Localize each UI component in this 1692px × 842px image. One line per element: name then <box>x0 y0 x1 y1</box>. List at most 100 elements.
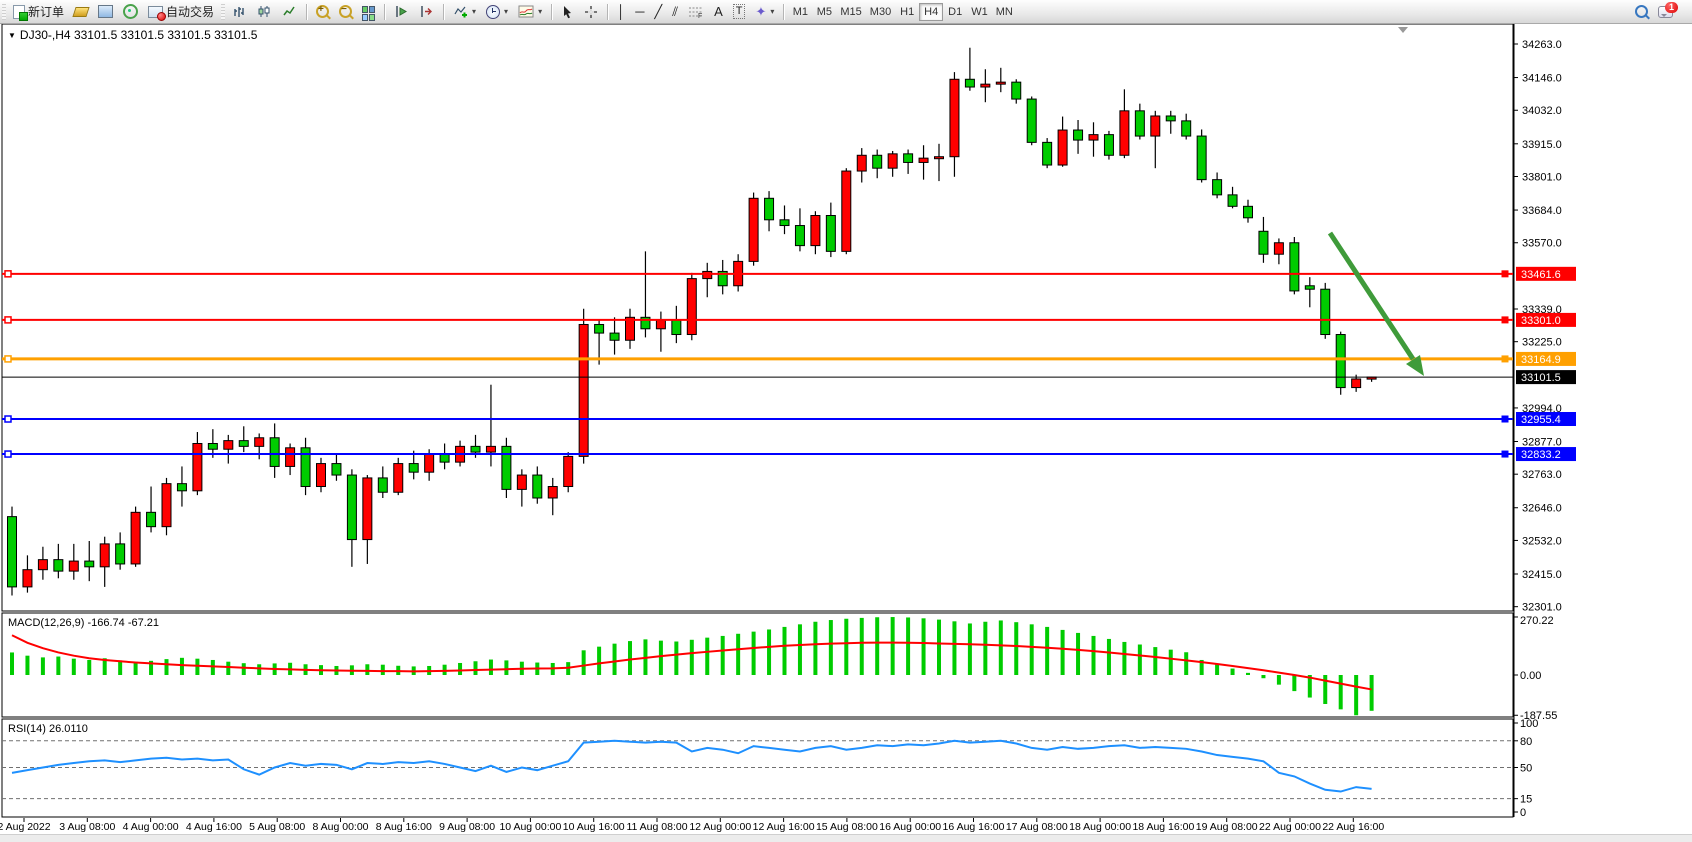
line-handle[interactable] <box>4 270 12 278</box>
fibonacci-button[interactable]: F <box>683 2 709 21</box>
tile-windows-button[interactable] <box>357 2 380 21</box>
timeframe-button-h1[interactable]: H1 <box>895 3 919 21</box>
dropdown-arrow-icon[interactable]: ▾ <box>472 7 477 16</box>
templates-button[interactable]: ▾ <box>513 2 547 21</box>
macd-histogram-bar <box>1184 652 1189 675</box>
line-handle[interactable] <box>4 355 12 363</box>
bar-chart-button[interactable] <box>227 2 252 21</box>
indicators-button[interactable]: ▾ <box>448 2 481 21</box>
timeframe-button-d1[interactable]: D1 <box>943 3 967 21</box>
candle <box>934 156 944 160</box>
template-icon <box>518 5 534 18</box>
collapse-arrow-icon[interactable]: ▼ <box>8 31 16 40</box>
timeframe-button-m5[interactable]: M5 <box>812 3 836 21</box>
timeframe-button-m15[interactable]: M15 <box>836 3 865 21</box>
macd-histogram-bar <box>1199 659 1204 675</box>
vertical-line-button[interactable]: │ <box>612 2 630 21</box>
horizontal-scrollbar[interactable] <box>0 834 1692 842</box>
macd-histogram-bar <box>25 655 30 675</box>
trendline-button[interactable]: ╱ <box>649 2 667 21</box>
candlestick-button[interactable] <box>252 2 277 21</box>
candle <box>1335 334 1346 389</box>
zoom-out-button[interactable]: − <box>334 2 357 21</box>
candle <box>1165 115 1176 122</box>
crosshair-button[interactable] <box>579 2 603 21</box>
candle <box>408 463 419 473</box>
line-handle[interactable] <box>1501 415 1509 423</box>
text-button[interactable]: A <box>709 2 728 21</box>
zoom-in-button[interactable]: + <box>311 2 334 21</box>
text-label-button[interactable]: T <box>728 2 751 21</box>
timeframe-button-m1[interactable]: M1 <box>788 3 812 21</box>
new-order-button[interactable]: 新订单 <box>8 2 69 21</box>
macd-histogram-bar <box>1354 675 1359 716</box>
macd-histogram-bar <box>983 621 988 675</box>
horizontal-line-icon: ─ <box>635 4 645 19</box>
price-axis-label: 32877.0 <box>1522 436 1562 448</box>
candle <box>501 445 512 490</box>
auto-scroll-button[interactable] <box>389 2 414 21</box>
search-button[interactable] <box>1630 2 1653 21</box>
cursor-button[interactable] <box>556 2 579 21</box>
price-axis-label: 32301.0 <box>1522 602 1562 614</box>
line-handle[interactable] <box>4 415 12 423</box>
candle <box>238 440 249 447</box>
macd-histogram-bar <box>1246 672 1250 675</box>
notifications-button[interactable]: 1 <box>1653 1 1678 21</box>
chart-shift-button[interactable] <box>414 2 439 21</box>
macd-histogram-bar <box>937 619 941 675</box>
macd-histogram-bar <box>1076 632 1081 675</box>
candle <box>995 81 1006 85</box>
timeframe-button-mn[interactable]: MN <box>992 3 1017 21</box>
market-watch-button[interactable] <box>93 2 118 21</box>
macd-histogram-bar <box>813 621 818 675</box>
candle <box>1289 242 1300 292</box>
time-axis-label: 10 Aug 00:00 <box>499 821 561 833</box>
macd-histogram-bar <box>1307 675 1312 698</box>
autotrading-button[interactable]: 自动交易 <box>143 2 219 21</box>
price-tag-label: 33301.0 <box>1521 315 1561 327</box>
time-axis-label: 17 Aug 08:00 <box>1006 821 1068 833</box>
candle <box>1057 129 1068 166</box>
rsi-scale-label: 15 <box>1520 794 1532 806</box>
price-tag-label: 33461.6 <box>1521 269 1561 281</box>
periods-button[interactable]: ▾ <box>481 2 513 21</box>
timeframe-button-m30[interactable]: M30 <box>866 3 895 21</box>
dropdown-arrow-icon[interactable]: ▾ <box>504 7 509 16</box>
line-handle[interactable] <box>1501 355 1509 363</box>
macd-histogram-bar <box>226 661 231 675</box>
line-handle[interactable] <box>4 316 12 324</box>
chart-shift-marker-icon[interactable] <box>1398 27 1408 33</box>
shapes-button[interactable]: ✦ ▾ <box>750 2 779 21</box>
time-axis-label: 18 Aug 16:00 <box>1132 821 1194 833</box>
candle <box>872 154 883 169</box>
horizontal-line-button[interactable]: ─ <box>630 2 649 21</box>
price-axis-label: 33339.0 <box>1522 304 1562 316</box>
signals-button[interactable] <box>118 2 143 21</box>
timeframe-button-h4[interactable]: H4 <box>919 2 944 21</box>
dropdown-arrow-icon[interactable]: ▾ <box>770 7 775 16</box>
candle <box>1243 205 1253 219</box>
time-axis-label: 15 Aug 08:00 <box>816 821 878 833</box>
chart-canvas[interactable]: 33461.6 33301.0 33164.9 33101.5 32955.4 32833… <box>0 24 1692 842</box>
line-handle[interactable] <box>1501 270 1509 278</box>
time-axis-label: 4 Aug 16:00 <box>186 821 242 833</box>
dropdown-arrow-icon[interactable]: ▾ <box>538 7 543 16</box>
timeframe-button-w1[interactable]: W1 <box>967 3 992 21</box>
trend-arrow-head[interactable] <box>1406 355 1424 376</box>
price-axis-label: 32415.0 <box>1522 569 1562 581</box>
line-chart-button[interactable] <box>277 2 302 21</box>
macd-histogram-bar <box>1029 624 1034 675</box>
gold-button[interactable] <box>69 2 93 21</box>
channel-button[interactable]: ⫽ <box>667 2 683 21</box>
candle <box>146 511 157 528</box>
trend-arrow[interactable] <box>1327 231 1416 361</box>
macd-histogram-bar <box>133 661 138 675</box>
chart-shift-icon <box>421 6 433 17</box>
line-handle[interactable] <box>4 450 12 458</box>
indicators-icon <box>454 6 468 18</box>
candle <box>1134 110 1145 137</box>
price-axis-label: 32646.0 <box>1522 503 1562 515</box>
line-handle[interactable] <box>1501 450 1509 458</box>
line-handle[interactable] <box>1501 316 1509 324</box>
